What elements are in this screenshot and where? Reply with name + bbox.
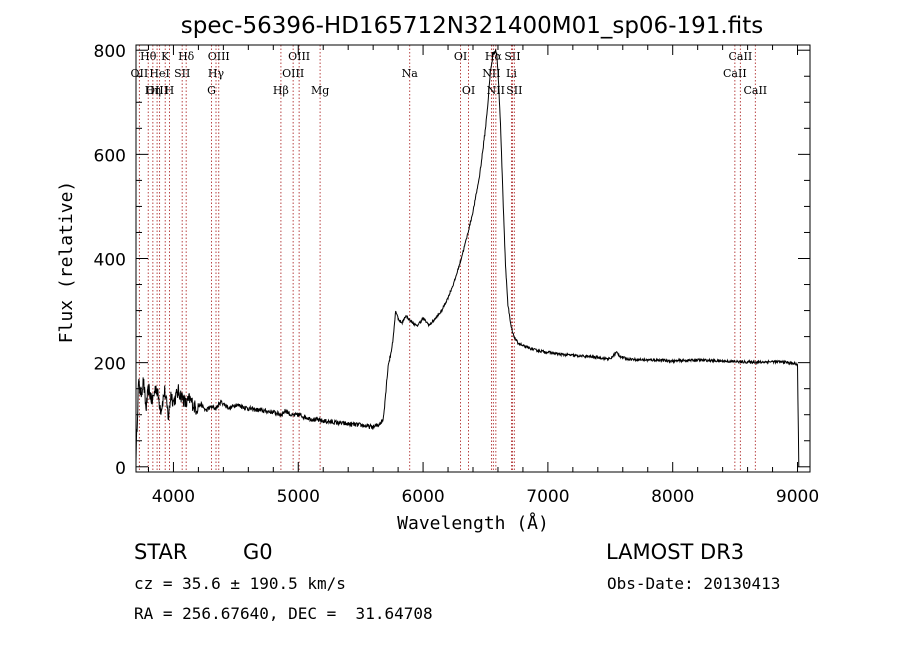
line-label: Hα — [485, 50, 503, 63]
x-tick-label: 8000 — [651, 487, 694, 507]
line-label: Hθ — [140, 50, 157, 63]
x-tick-label: 5000 — [277, 487, 320, 507]
line-label: Na — [402, 67, 419, 80]
line-label: Li — [506, 67, 517, 80]
x-tick-label: 7000 — [526, 487, 569, 507]
line-label: OIII — [282, 67, 304, 80]
object-subclass: G0 — [243, 540, 273, 564]
line-label: Mg — [311, 84, 329, 97]
line-label: K — [161, 50, 170, 63]
y-tick-label: 600 — [94, 146, 126, 166]
survey-label: LAMOST DR3 — [606, 540, 745, 564]
line-label: CaII — [729, 50, 753, 63]
y-tick-label: 800 — [94, 42, 126, 62]
line-label: Hγ — [208, 67, 225, 80]
ra-dec-info: RA = 256.67640, DEC = 31.64708 — [134, 604, 433, 623]
line-label: CaII — [723, 67, 747, 80]
line-label: Hδ — [178, 50, 195, 63]
line-label: OI — [462, 84, 475, 97]
line-label: SII — [504, 50, 520, 63]
line-label: CaII — [743, 84, 767, 97]
line-label: H — [165, 84, 175, 97]
x-tick-label: 4000 — [152, 487, 195, 507]
redshift-info: cz = 35.6 ± 190.5 km/s — [134, 574, 346, 593]
line-label: OI — [454, 50, 467, 63]
chart-title: spec-56396-HD165712N321400M01_sp06-191.f… — [181, 13, 763, 39]
line-label: SII — [506, 84, 522, 97]
y-tick-label: 0 — [115, 459, 126, 479]
line-label: NII — [487, 84, 505, 97]
x-tick-label: 9000 — [776, 487, 819, 507]
line-label: Hβ — [273, 84, 289, 97]
y-tick-label: 400 — [94, 251, 126, 271]
line-label: OIII — [208, 50, 230, 63]
y-axis-label: Flux (relative) — [56, 181, 77, 344]
line-label: OIII — [288, 50, 310, 63]
line-label: HeI — [149, 67, 169, 80]
object-class: STAR — [134, 540, 188, 564]
spectrum-line — [135, 49, 800, 467]
y-tick-label: 200 — [94, 355, 126, 375]
x-axis-label: Wavelength (Å) — [397, 512, 549, 534]
line-label: SII — [174, 67, 190, 80]
line-label: OII — [131, 67, 149, 80]
plot-frame — [135, 44, 811, 473]
obs-date: Obs-Date: 20130413 — [607, 574, 781, 593]
line-label: OIII — [146, 84, 168, 97]
line-label: Hη — [145, 84, 161, 97]
line-label: G — [207, 84, 216, 97]
x-tick-label: 6000 — [401, 487, 444, 507]
